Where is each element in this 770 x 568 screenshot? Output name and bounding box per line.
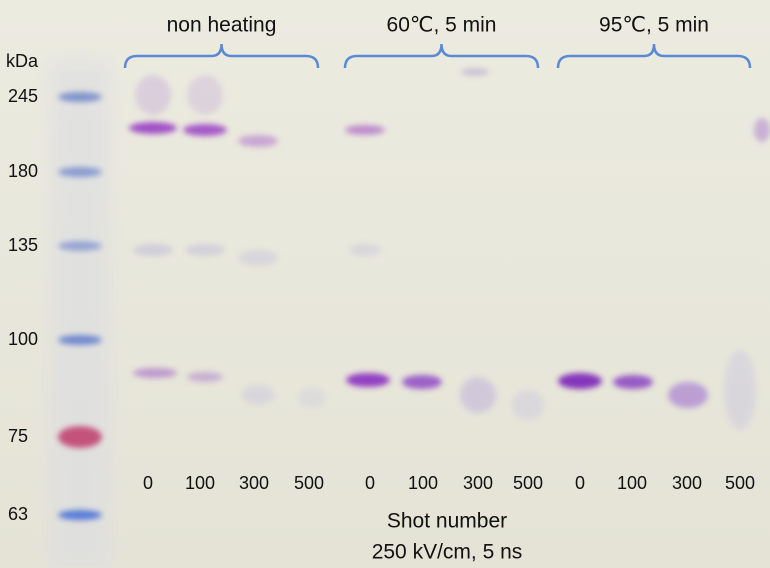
ladder-band — [58, 335, 102, 345]
protein-band — [349, 244, 381, 256]
lane-label: 0 — [575, 473, 585, 493]
protein-band — [298, 388, 326, 408]
protein-band — [133, 368, 177, 378]
protein-band — [135, 75, 171, 115]
protein-band — [558, 373, 602, 389]
protein-band — [724, 350, 756, 430]
group-label: non heating — [167, 14, 277, 37]
lane-label: 300 — [463, 473, 493, 493]
x-axis-subtitle: 250 kV/cm, 5 ns — [372, 541, 523, 564]
protein-band — [461, 68, 489, 76]
protein-band — [346, 373, 390, 387]
ladder-band — [58, 167, 102, 177]
lane-label: 100 — [408, 473, 438, 493]
marker-unit: kDa — [6, 51, 39, 71]
protein-band — [133, 244, 173, 256]
marker-label: 245 — [8, 86, 38, 106]
protein-band — [187, 75, 223, 115]
marker-label: 180 — [8, 161, 38, 181]
lane-label: 500 — [513, 473, 543, 493]
group-label: 95℃, 5 min — [599, 14, 709, 37]
protein-band — [242, 385, 274, 405]
protein-band — [185, 244, 225, 256]
ladder-lane — [50, 60, 110, 568]
protein-band — [238, 250, 278, 266]
lane-label: 500 — [294, 473, 324, 493]
lane-label: 300 — [672, 473, 702, 493]
marker-label: 63 — [8, 504, 28, 524]
protein-band — [187, 372, 223, 382]
lane-label: 100 — [617, 473, 647, 493]
x-axis-title: Shot number — [387, 510, 507, 533]
group-brace — [556, 43, 752, 69]
ladder-band — [58, 92, 102, 102]
ladder-band — [58, 426, 102, 448]
lane-label: 0 — [143, 473, 153, 493]
protein-band — [129, 122, 177, 134]
protein-band — [460, 377, 496, 413]
protein-band — [512, 390, 544, 420]
marker-label: 100 — [8, 329, 38, 349]
group-label: 60℃, 5 min — [387, 14, 497, 37]
ladder-band — [58, 241, 102, 251]
protein-band — [183, 124, 227, 136]
protein-band — [238, 135, 278, 147]
protein-band — [668, 382, 708, 408]
protein-band — [754, 118, 770, 142]
ladder-band — [58, 510, 102, 520]
protein-band — [402, 375, 442, 389]
group-brace — [123, 43, 320, 69]
lane-label: 500 — [725, 473, 755, 493]
lane-label: 100 — [185, 473, 215, 493]
group-brace — [343, 43, 540, 69]
protein-band — [345, 125, 385, 135]
protein-band — [613, 375, 653, 389]
marker-label: 75 — [8, 426, 28, 446]
lane-label: 0 — [365, 473, 375, 493]
marker-label: 135 — [8, 235, 38, 255]
lane-label: 300 — [239, 473, 269, 493]
